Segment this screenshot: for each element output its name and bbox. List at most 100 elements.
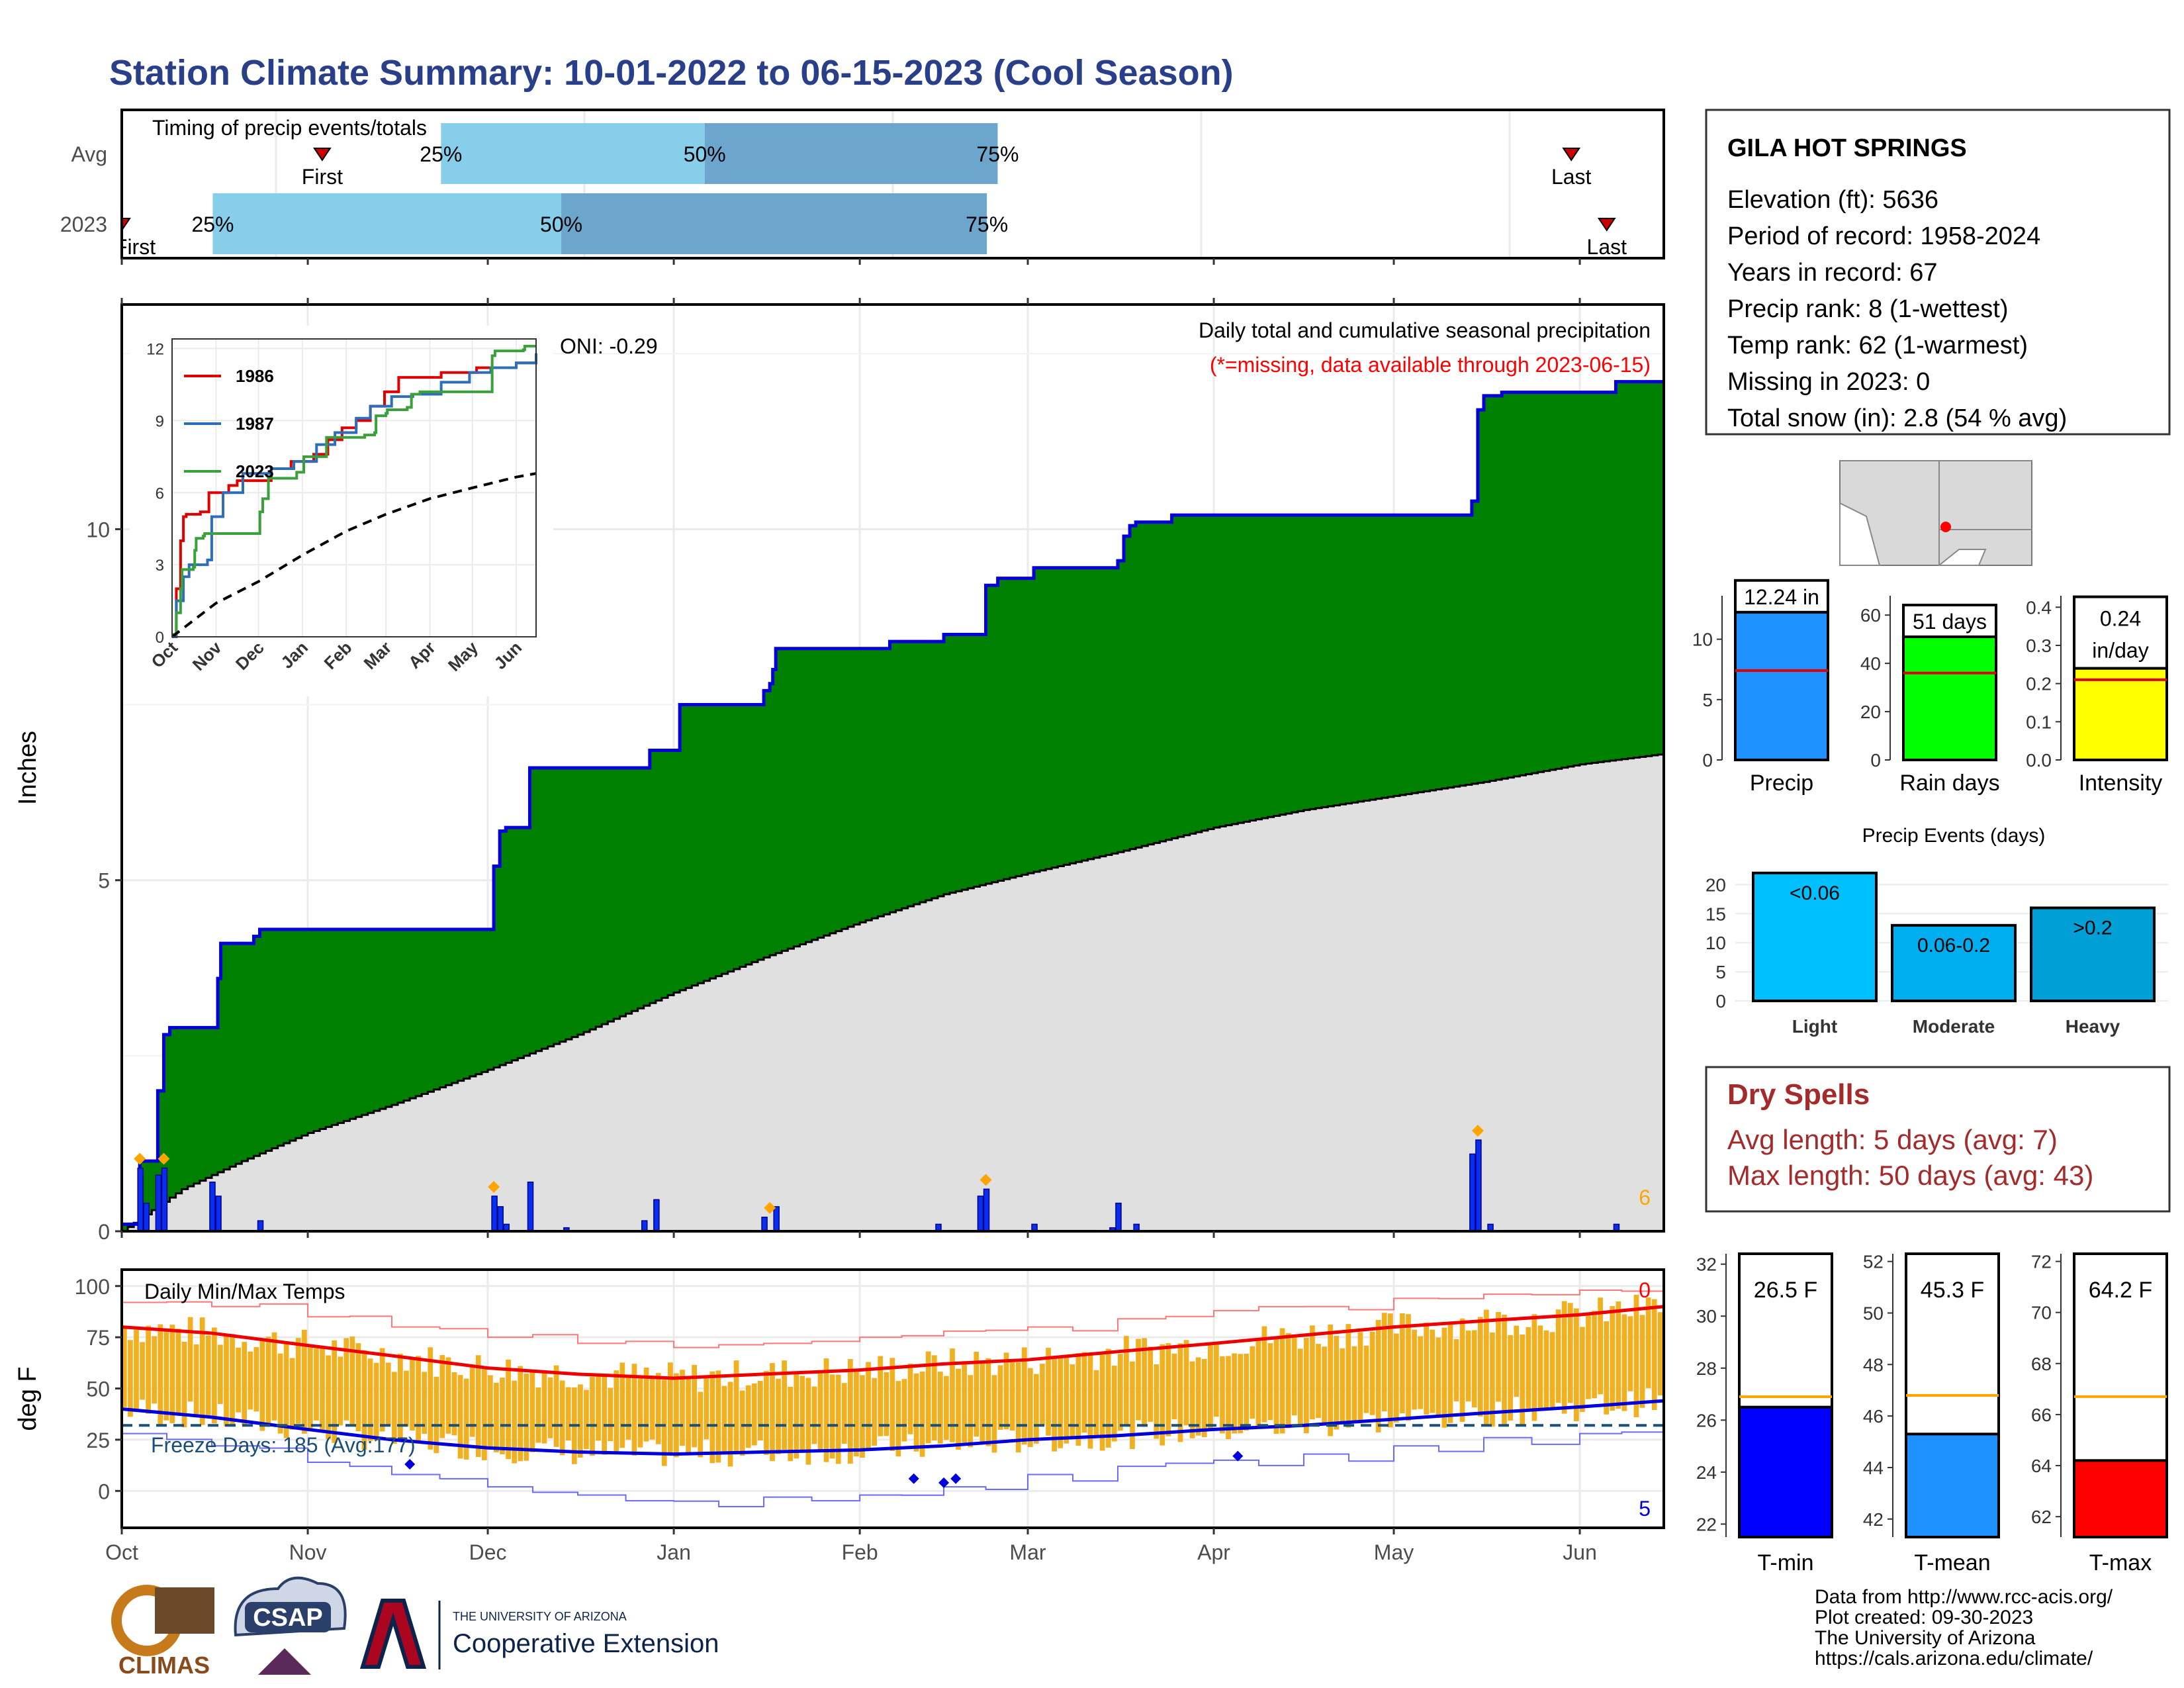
daily-temp-bar <box>277 1353 283 1434</box>
event-bar-value: 0.06-0.2 <box>1917 935 1990 957</box>
daily-temp-bar <box>265 1336 271 1427</box>
temp-summary-ytick-label: 62 <box>2031 1507 2052 1527</box>
heavy-precip-marker <box>1471 1125 1484 1137</box>
daily-precip-bar <box>155 1174 162 1232</box>
daily-temp-bar <box>721 1385 727 1452</box>
event-bar <box>2030 906 2156 1003</box>
daily-temp-bar <box>1514 1325 1520 1397</box>
temp-summary-label: T-mean <box>1914 1550 1990 1575</box>
daily-temp-bar <box>614 1370 619 1453</box>
daily-temp-bar <box>494 1382 499 1452</box>
temp-summary-ytick-label: 66 <box>2031 1405 2052 1425</box>
daily-temp-bar <box>1375 1319 1381 1432</box>
right-panels: GILA HOT SPRINGS Elevation (ft): 5636 Peri… <box>1692 109 2171 1575</box>
daily-temp-bar <box>134 1329 139 1410</box>
summary-bar <box>1902 635 1997 761</box>
daily-temp-bar <box>1490 1332 1495 1427</box>
map-state-borders <box>1840 460 2032 565</box>
temp-top-count: 0 <box>1639 1278 1651 1302</box>
daily-temp-bar <box>391 1372 397 1444</box>
daily-temp-bar <box>776 1378 781 1454</box>
daily-temp-bar <box>1160 1344 1165 1446</box>
daily-temp-bar <box>283 1344 289 1438</box>
month-label: Jun <box>1563 1540 1597 1564</box>
daily-temp-bar <box>794 1373 799 1459</box>
record-max-line <box>122 1286 1664 1348</box>
daily-temp-bar <box>637 1376 643 1448</box>
daily-temp-bar <box>218 1344 223 1404</box>
daily-temp-bar <box>944 1376 949 1440</box>
daily-temp-bar <box>404 1370 409 1427</box>
temp-ytick-label: 100 <box>75 1275 110 1299</box>
daily-temp-bar <box>1304 1338 1309 1434</box>
daily-temp-bar <box>1363 1345 1369 1413</box>
daily-temp-bar <box>1201 1358 1207 1438</box>
inset-ytick-label: 12 <box>146 341 164 359</box>
heavy-precip-marker <box>488 1180 500 1193</box>
daily-temp-bar <box>1357 1332 1363 1421</box>
daily-temp-bar <box>956 1368 961 1450</box>
daily-temp-bar <box>433 1376 439 1454</box>
daily-temp-bar <box>332 1340 338 1443</box>
station-info-line: Years in record: 67 <box>1727 259 1938 287</box>
summary-value-box <box>2073 595 2168 670</box>
summary-bar-label: Rain days <box>1899 771 1999 796</box>
daily-precip-bar <box>761 1217 768 1232</box>
daily-temp-bar <box>355 1343 361 1432</box>
daily-temp-bar <box>1238 1354 1244 1434</box>
daily-temp-bar <box>1279 1328 1285 1434</box>
dry-spells-title: Dry Spells <box>1727 1078 1870 1111</box>
daily-temp-bar <box>698 1391 704 1458</box>
daily-temp-bar <box>1345 1324 1351 1428</box>
temp-title: Daily Min/Max Temps <box>144 1280 345 1303</box>
daily-temp-bar <box>1130 1361 1135 1450</box>
daily-temp-bar <box>1009 1362 1015 1431</box>
daily-temp-bar <box>1195 1357 1201 1436</box>
last-event-label: Last <box>1551 165 1592 189</box>
timing-left-mask <box>62 110 120 265</box>
precip-legend-subtitle: (*=missing, data available through 2023-… <box>1210 353 1651 377</box>
daily-temp-bar <box>314 1348 319 1421</box>
daily-temp-bar <box>295 1338 301 1424</box>
daily-temp-bar <box>811 1386 817 1444</box>
event-bar-label: Heavy <box>2066 1016 2120 1037</box>
summary-ytick-label: 0.2 <box>2026 674 2052 694</box>
daily-temp-bar <box>175 1329 181 1415</box>
daily-temp-bar <box>1255 1340 1261 1427</box>
daily-temp-bar <box>481 1367 487 1460</box>
daily-temp-bar <box>1322 1346 1327 1426</box>
daily-temp-bar <box>1471 1330 1477 1408</box>
temp-bottom-count: 5 <box>1639 1497 1651 1521</box>
temp-ytick-label: 50 <box>86 1378 110 1401</box>
inset-ytick-label: 9 <box>156 412 164 430</box>
daily-temp-bar <box>1441 1327 1447 1428</box>
temp-frame <box>120 1268 1665 1529</box>
daily-temp-bar <box>1394 1333 1399 1423</box>
daily-temp-bar <box>1220 1356 1225 1434</box>
summary-value-box <box>1902 604 1997 638</box>
daily-temp-bar <box>122 1327 127 1407</box>
daily-temp-bar <box>158 1324 163 1425</box>
record-low-marker <box>938 1477 950 1488</box>
temp-summary-label: T-min <box>1758 1550 1814 1575</box>
summary-ytick-label: 10 <box>1692 630 1713 650</box>
daily-temp-bar <box>1148 1346 1154 1422</box>
daily-temp-bar <box>1081 1352 1087 1433</box>
precip-ytick-label: 5 <box>98 869 110 893</box>
daily-temp-bar <box>1261 1326 1267 1423</box>
last-event-label: Last <box>1587 235 1627 259</box>
record-low-marker <box>950 1473 962 1484</box>
daily-temp-bar <box>1484 1309 1489 1425</box>
daily-temp-bar <box>668 1362 673 1452</box>
daily-temp-bar <box>1267 1343 1273 1421</box>
footer-line: https://cals.arizona.edu/climate/ <box>1815 1648 2093 1669</box>
temp-summary-bar <box>2073 1459 2168 1538</box>
daily-temp-bar <box>1610 1306 1615 1411</box>
summary-ytick-label: 40 <box>1860 653 1881 674</box>
daily-temp-bar <box>805 1378 811 1465</box>
daily-temp-bar <box>349 1336 355 1425</box>
daily-temp-bar <box>343 1338 349 1421</box>
station-info-box <box>1705 109 2171 436</box>
daily-temp-bar <box>931 1355 937 1441</box>
daily-precip-bar <box>773 1206 780 1232</box>
